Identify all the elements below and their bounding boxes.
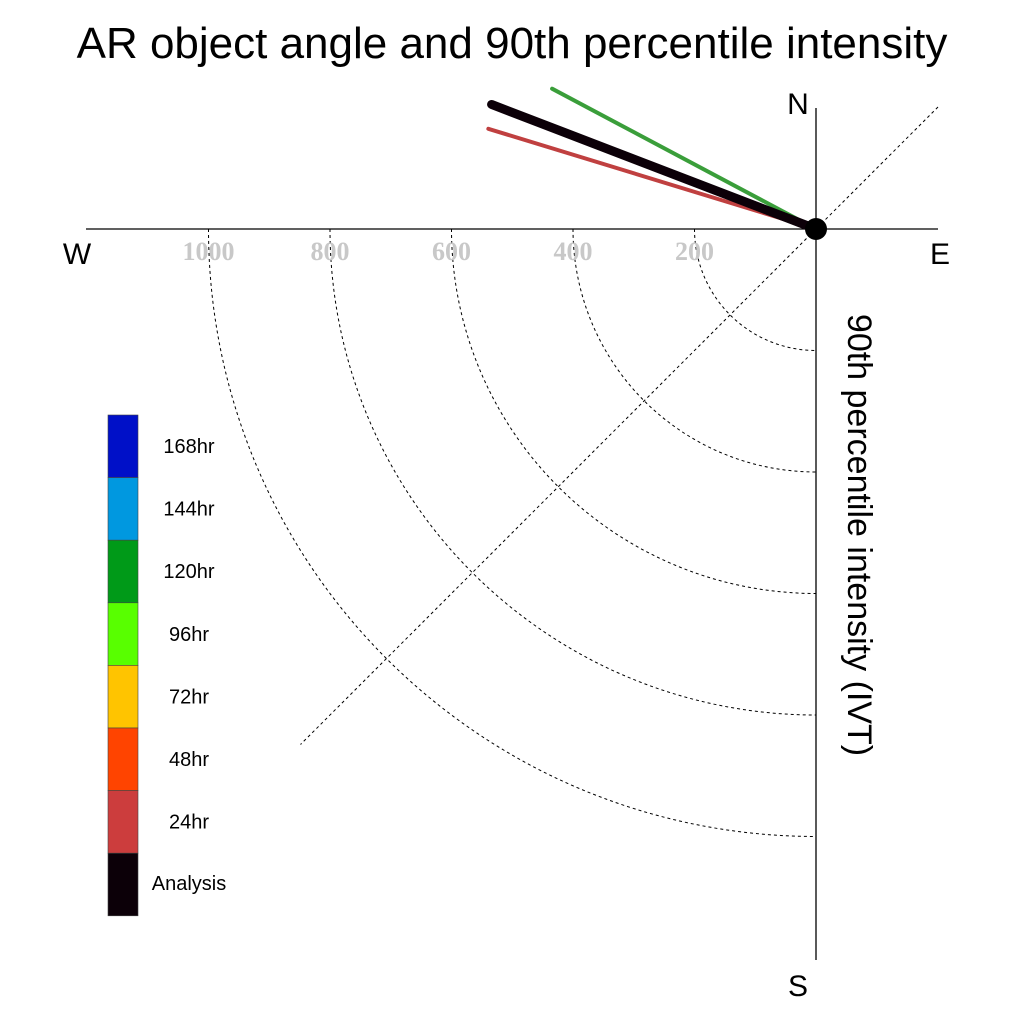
series-vectors (486, 86, 821, 234)
legend-swatch-96hr (107, 602, 139, 666)
legend-swatch-168hr (107, 414, 139, 478)
grid-arc-400 (572, 228, 817, 473)
compass-west: W (63, 238, 92, 271)
legend-label-72hr: 72hr (169, 686, 209, 708)
legend-label-168hr: 168hr (163, 436, 214, 458)
tick-label-400: 400 (554, 237, 593, 266)
legend-swatch-120hr (107, 539, 139, 604)
y-axis-label: 90th percentile intensity (IVT) (840, 314, 878, 756)
tick-label-800: 800 (311, 237, 350, 266)
tick-label-600: 600 (432, 237, 471, 266)
legend-label-24hr: 24hr (169, 812, 209, 834)
compass-north: N (787, 88, 809, 121)
grid-arc-600 (451, 228, 817, 594)
vector-120hr (550, 86, 818, 231)
tick-label-1000: 1000 (183, 237, 235, 266)
grid-arc-1000 (208, 228, 817, 837)
legend-swatch-72hr (107, 665, 139, 729)
legend-swatch-24hr (107, 790, 139, 854)
vector-analysis (487, 99, 821, 234)
grid-arc-800 (329, 228, 817, 716)
compass-south: S (788, 970, 808, 1003)
legend-label-48hr: 48hr (169, 749, 209, 771)
grid-arc-200 (694, 228, 817, 351)
legend-label-120hr: 120hr (163, 561, 214, 583)
legend-swatch-48hr (107, 727, 139, 791)
legend-label-analysis: Analysis (152, 873, 226, 895)
legend-label-96hr: 96hr (169, 624, 209, 646)
tick-label-200: 200 (675, 237, 714, 266)
legend-swatch-analysis (107, 852, 139, 917)
chart-grid (208, 106, 939, 837)
legend-swatch-144hr (107, 477, 139, 541)
chart-title: AR object angle and 90th percentile inte… (77, 19, 948, 68)
legend: 168hr 144hr 120hr 96hr 72hr 48hr 24hr Analysis (107, 414, 226, 917)
origin-marker (805, 218, 827, 240)
compass-east: E (930, 238, 950, 271)
radial-tick-labels: 1000 800 600 400 200 (183, 237, 715, 266)
grid-diagonal (300, 106, 939, 745)
legend-label-144hr: 144hr (163, 499, 214, 521)
